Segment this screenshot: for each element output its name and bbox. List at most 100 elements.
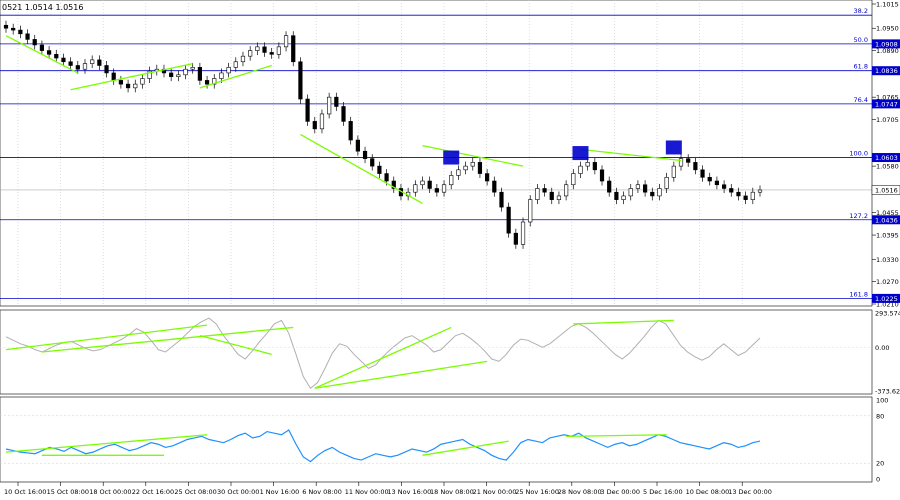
- candle-body: [714, 180, 720, 186]
- fib-price-tag-label: 1.0603: [875, 154, 898, 162]
- candle-body: [61, 57, 66, 63]
- candle-body: [370, 158, 375, 167]
- price-tick-label: 1.0270: [876, 278, 899, 286]
- candle-body: [743, 195, 748, 200]
- rsi-series: [5, 429, 761, 463]
- candle-body: [599, 169, 605, 182]
- candle-body: [757, 189, 763, 193]
- price-tick-label: 1.0705: [876, 116, 899, 124]
- candle-body: [39, 44, 45, 51]
- price-grid: [17, 0, 743, 306]
- price-divergence-line: [422, 144, 524, 167]
- candle-body: [477, 162, 483, 174]
- cci-tick-label: 293.5745: [875, 310, 900, 318]
- candle-body: [528, 199, 533, 223]
- candle-body: [269, 52, 274, 55]
- candle-body: [535, 188, 540, 200]
- candle-body: [11, 27, 16, 31]
- candle-body: [291, 35, 296, 63]
- time-tick-label: 10 Oct 16:00: [4, 488, 46, 496]
- cci-line: [5, 317, 761, 389]
- candle-body: [470, 162, 475, 167]
- price-tick-label: 1.0765: [876, 94, 899, 102]
- candle-body: [3, 24, 9, 29]
- ohlc-readout: 0521 1.0514 1.0516: [2, 3, 83, 12]
- rsi-tick-label: 20: [876, 460, 884, 468]
- fib-price-tag: [872, 215, 900, 225]
- candle-body: [90, 59, 95, 64]
- candle-body: [212, 78, 217, 85]
- candle-body: [111, 72, 116, 81]
- candle-body: [413, 184, 418, 193]
- candle-body: [125, 83, 131, 89]
- time-tick-label: 1 Nov 16:00: [260, 488, 300, 496]
- cci-tick-label: 0.00: [875, 344, 889, 352]
- candle-body: [499, 191, 504, 208]
- candle-body: [140, 78, 145, 85]
- cci-axis: 293.5745 0.00 -373.629: [875, 310, 900, 396]
- price-tick-label: 1.0890: [876, 47, 899, 55]
- candle-body: [54, 54, 59, 59]
- candle-body: [226, 67, 231, 74]
- candle-body: [362, 150, 368, 159]
- candle-body: [564, 184, 569, 197]
- pattern-box: [665, 140, 682, 155]
- candle-body: [348, 121, 353, 141]
- time-tick-label: 28 Nov 08:00: [558, 488, 602, 496]
- fib-level-label: 100.0: [849, 150, 868, 158]
- fib-price-tag: [872, 66, 900, 76]
- time-tick-label: 10 Dec 08:00: [686, 488, 730, 496]
- candle-body: [18, 29, 23, 35]
- cci-panel: 293.5745 0.00 -373.629: [0, 310, 900, 396]
- candle-body: [262, 46, 267, 53]
- fib-price-tag-label: 1.0908: [875, 40, 898, 48]
- fib-level-label: 38.2: [854, 7, 868, 15]
- price-tick-label: 1.1015: [876, 1, 899, 9]
- candle-body: [384, 173, 389, 182]
- candle-body: [190, 67, 195, 70]
- current-price-tag-label: 1.0516: [875, 186, 898, 194]
- candle-body: [305, 98, 310, 122]
- candle-body: [441, 184, 447, 193]
- rsi-divergence-line: [422, 440, 509, 456]
- cci-divergence-line: [314, 360, 488, 389]
- candle-body: [556, 195, 562, 200]
- rsi-tick-label: 100: [876, 397, 888, 405]
- candle-body: [520, 221, 526, 245]
- price-tick-label: 1.0455: [876, 209, 899, 217]
- candle-body: [513, 232, 518, 245]
- cci-panel-frame: [0, 309, 873, 395]
- candle-body: [104, 65, 109, 74]
- candle-body: [650, 191, 655, 197]
- price-divergence-line: [5, 35, 79, 74]
- candle-body: [693, 162, 698, 171]
- candle-body: [628, 188, 633, 197]
- cci-divergence-line: [573, 319, 674, 325]
- candle-body: [592, 162, 597, 171]
- time-tick-label: 18 Oct 00:00: [89, 488, 131, 496]
- candle-body: [671, 165, 676, 178]
- candle-body: [377, 165, 382, 174]
- fib-level-label: 61.8: [854, 63, 868, 71]
- candle-body: [607, 180, 612, 193]
- rsi-divergence-line: [5, 434, 208, 453]
- time-tick-label: 5 Dec 16:00: [643, 488, 683, 496]
- fib-level-label: 127.2: [849, 212, 868, 220]
- candle-body: [635, 184, 641, 189]
- price-series: [3, 20, 763, 249]
- candle-body: [420, 180, 425, 186]
- fib-level-label: 50.0: [854, 36, 868, 44]
- rsi-divergence-lines: [5, 434, 667, 456]
- candle-body: [133, 83, 138, 89]
- fib-price-tag-label: 1.0225: [875, 295, 898, 303]
- cci-divergence-line: [5, 324, 208, 351]
- candle-body: [750, 191, 755, 200]
- candle-body: [664, 176, 669, 189]
- price-tick-label: 1.0330: [876, 256, 899, 264]
- candle-body: [391, 180, 396, 189]
- candle-body: [68, 61, 73, 66]
- candle-body: [678, 158, 684, 167]
- candle-body: [686, 158, 691, 163]
- rsi-divergence-line: [566, 434, 667, 437]
